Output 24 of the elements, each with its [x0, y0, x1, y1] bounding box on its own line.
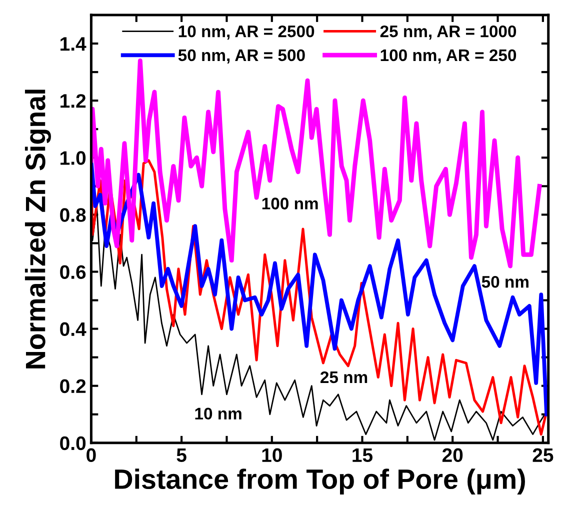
- y-axis-title: Normalized Zn Signal: [24, 90, 51, 368]
- x-tick-label: 20: [442, 448, 463, 462]
- x-tick-label: 0: [86, 448, 96, 462]
- x-tick-label: 25: [532, 448, 554, 462]
- x-tick-label: 15: [352, 448, 373, 462]
- x-tick-label: 10: [262, 448, 282, 462]
- y-tick-label: 0.4: [60, 322, 86, 336]
- x-axis-title: Distance from Top of Pore (μm): [115, 468, 525, 495]
- y-tick-label: 1.2: [60, 94, 86, 108]
- legend-label: 50 nm, AR = 500: [178, 49, 305, 64]
- legend-label: 25 nm, AR = 1000: [380, 25, 516, 40]
- annotation: 50 nm: [482, 276, 528, 288]
- annotation: 10 nm: [195, 408, 242, 420]
- x-tick-label: 5: [176, 448, 186, 462]
- y-tick-label: 1.0: [60, 151, 86, 165]
- y-tick-label: 0.0: [60, 436, 86, 450]
- annotation: 100 nm: [262, 198, 318, 210]
- annotation: 25 nm: [320, 371, 368, 384]
- y-tick-label: 1.4: [60, 37, 86, 51]
- y-tick-label: 0.8: [60, 208, 86, 222]
- y-tick-label: 0.6: [60, 265, 86, 279]
- legend-label: 100 nm, AR = 250: [380, 49, 516, 64]
- legend-label: 10 nm, AR = 2500: [178, 25, 314, 40]
- y-tick-label: 0.2: [60, 379, 86, 394]
